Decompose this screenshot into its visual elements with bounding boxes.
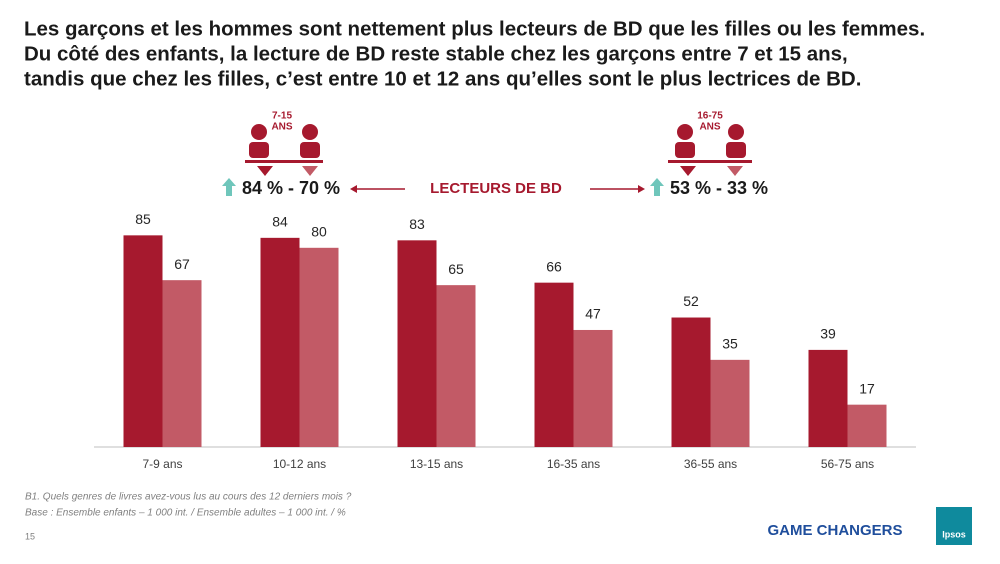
bar xyxy=(299,247,339,447)
annotation: ANS xyxy=(699,122,720,133)
annotation: LECTEURS DE BD xyxy=(430,180,562,197)
value-label: 39 xyxy=(820,326,836,342)
logo-box xyxy=(936,507,972,545)
logo: Ipsos xyxy=(942,529,966,539)
value-label: 66 xyxy=(546,258,562,274)
title-line: tandis que chez les filles, c’est entre … xyxy=(24,67,861,90)
annotation: ANS xyxy=(271,122,292,133)
annotation: 53 % - 33 % xyxy=(670,178,768,198)
bar xyxy=(397,240,437,447)
value-label: 52 xyxy=(683,293,699,309)
bar xyxy=(436,285,476,447)
annotation: 16-75 xyxy=(697,111,723,122)
value-label: 65 xyxy=(448,261,464,277)
value-label: 84 xyxy=(272,214,288,230)
value-label: 83 xyxy=(409,216,425,232)
title-line: Les garçons et les hommes sont nettement… xyxy=(24,17,925,40)
x-tick-label: 16-35 ans xyxy=(547,457,600,471)
arrow-head xyxy=(350,185,357,193)
up-arrow xyxy=(650,178,664,196)
bar xyxy=(573,329,613,447)
up-arrow xyxy=(222,178,236,196)
annotation: 84 % - 70 % xyxy=(242,178,340,198)
children-icon xyxy=(245,124,323,176)
x-tick-label: 36-55 ans xyxy=(684,457,737,471)
bar xyxy=(808,349,848,447)
bar xyxy=(710,359,750,447)
bar xyxy=(847,404,887,447)
value-label: 80 xyxy=(311,224,327,240)
page-number: 15 xyxy=(25,531,35,541)
x-tick-label: 56-75 ans xyxy=(821,457,874,471)
value-label: 67 xyxy=(174,256,190,272)
value-label: 17 xyxy=(859,380,875,396)
x-tick-label: 13-15 ans xyxy=(410,457,463,471)
bar xyxy=(123,235,163,447)
value-label: 85 xyxy=(135,211,151,227)
adults-icon xyxy=(668,124,752,176)
bar xyxy=(162,280,202,447)
x-tick-label: 10-12 ans xyxy=(273,457,326,471)
value-label: 47 xyxy=(585,306,601,322)
bar xyxy=(534,282,574,447)
x-tick-label: 7-9 ans xyxy=(142,457,182,471)
footnote: B1. Quels genres de livres avez-vous lus… xyxy=(25,492,352,503)
footnote: Base : Ensemble enfants – 1 000 int. / E… xyxy=(25,508,346,519)
annotation: 7-15 xyxy=(272,111,292,122)
title-line: Du côté des enfants, la lecture de BD re… xyxy=(24,42,848,65)
brand: GAME CHANGERS xyxy=(767,522,902,539)
value-label: 35 xyxy=(722,336,738,352)
bar xyxy=(671,317,711,447)
arrow-head xyxy=(638,185,645,193)
bar xyxy=(260,237,300,447)
